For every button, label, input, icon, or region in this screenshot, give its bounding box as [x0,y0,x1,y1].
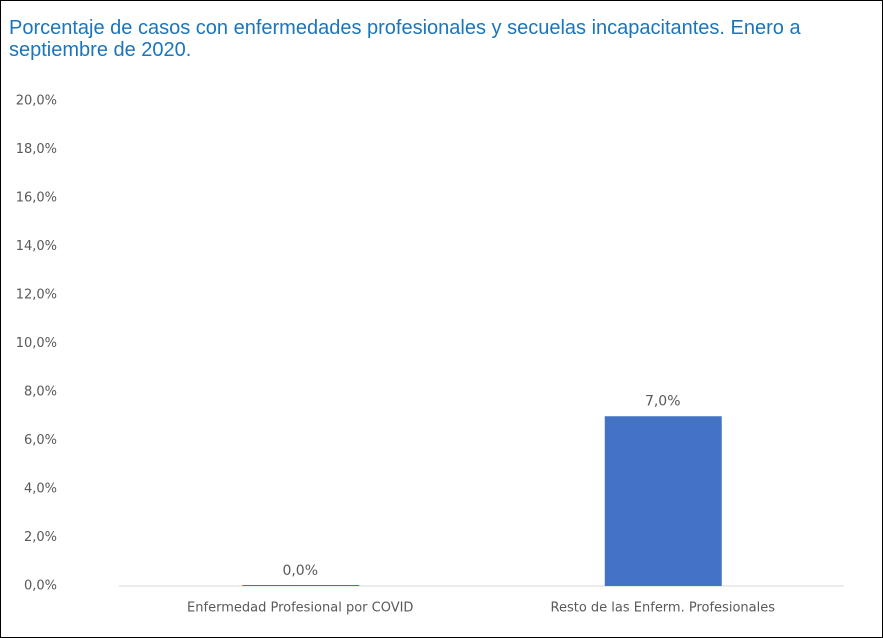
y-tick-label: 16,0% [16,191,57,206]
x-tick-label: Resto de las Enferm. Profesionales [551,601,776,616]
data-label: 0,0% [282,563,318,579]
bar [242,585,360,586]
y-tick-label: 2,0% [24,530,57,545]
y-tick-label: 18,0% [16,142,57,157]
y-tick-label: 0,0% [24,579,57,594]
y-tick-label: 6,0% [24,433,57,448]
y-tick-label: 10,0% [16,336,57,351]
chart-title: Porcentaje de casos con enfermedades pro… [9,17,801,61]
y-tick-label: 14,0% [16,239,57,254]
y-tick-label: 8,0% [24,385,57,400]
data-label: 7,0% [645,393,681,409]
y-tick-label: 4,0% [24,482,57,497]
y-tick-label: 12,0% [16,288,57,303]
bar [604,416,722,586]
x-tick-label: Enfermedad Profesional por COVID [187,601,413,616]
y-tick-label: 20,0% [16,94,57,109]
